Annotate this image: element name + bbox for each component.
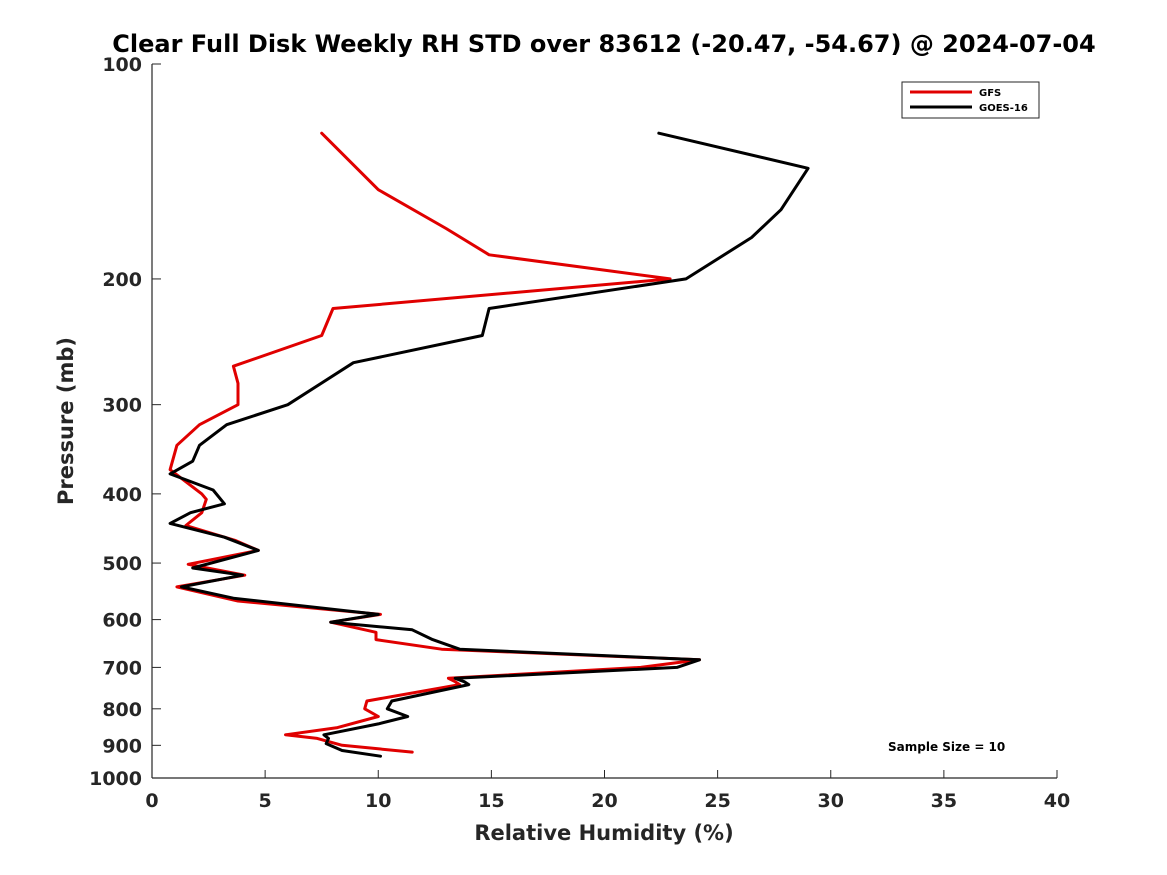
sample-size-annotation: Sample Size = 10 — [888, 740, 1005, 754]
y-tick-label: 400 — [102, 484, 142, 506]
y-tick-label: 700 — [102, 657, 142, 679]
legend-entry-gfs: GFS — [979, 88, 1001, 99]
x-tick-label: 15 — [478, 790, 504, 812]
y-ticks: 100 200 300 400 500 600 700 800 900 1000 — [89, 54, 161, 790]
legend-box — [901, 81, 1040, 119]
legend-entry-goes-16: GOES-16 — [979, 103, 1028, 114]
series-layer — [168, 131, 810, 758]
legend: GFS GOES-16 — [901, 81, 1040, 119]
y-tick-label: 300 — [102, 395, 142, 417]
y-tick-label: 600 — [102, 610, 142, 632]
x-axis-label: Relative Humidity (%) — [474, 821, 733, 845]
x-tick-label: 35 — [931, 790, 957, 812]
y-tick-label: 500 — [102, 553, 142, 575]
chart-title: Clear Full Disk Weekly RH STD over 83612… — [112, 30, 1095, 58]
x-ticks: 0 5 10 15 20 25 30 35 40 — [145, 770, 1070, 812]
series-line-goes-16 — [168, 131, 810, 758]
x-tick-label: 25 — [704, 790, 730, 812]
y-tick-label: 200 — [102, 269, 142, 291]
x-tick-label: 30 — [818, 790, 844, 812]
y-tick-label: 1000 — [89, 768, 142, 790]
y-axis-label: Pressure (mb) — [54, 337, 78, 505]
y-tick-label: 900 — [102, 735, 142, 757]
series-line-gfs — [168, 131, 701, 754]
x-tick-label: 10 — [365, 790, 391, 812]
x-tick-label: 40 — [1044, 790, 1070, 812]
x-tick-label: 5 — [259, 790, 272, 812]
x-tick-label: 0 — [145, 790, 158, 812]
y-tick-label: 800 — [102, 699, 142, 721]
x-tick-label: 20 — [591, 790, 617, 812]
y-tick-label: 100 — [102, 54, 142, 76]
